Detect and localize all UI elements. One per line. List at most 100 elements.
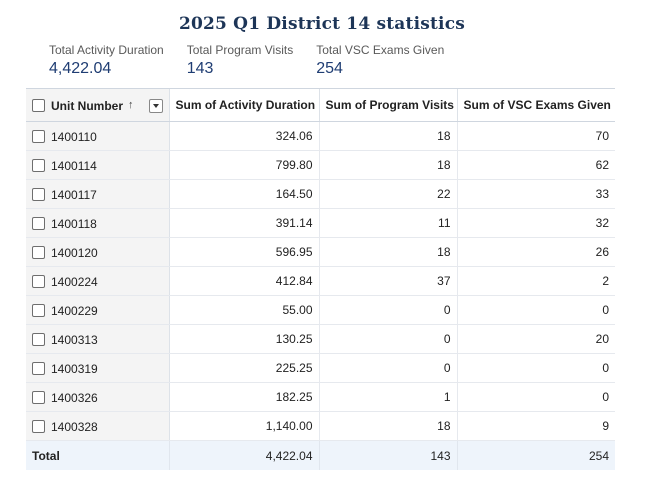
select-all-checkbox[interactable] <box>32 98 45 112</box>
row-checkbox[interactable] <box>32 303 45 317</box>
unit-number-text: 1400110 <box>51 129 97 144</box>
unit-number-text: 1400114 <box>51 158 97 173</box>
vsc-exams-cell: 0 <box>457 295 615 325</box>
total-vsc-exams: 254 <box>457 440 615 470</box>
unit-number-cell: 1400326 <box>26 382 170 412</box>
activity-duration-cell: 799.80 <box>169 150 320 180</box>
vsc-exams-cell: 0 <box>457 353 615 383</box>
program-visits-cell: 0 <box>319 295 458 325</box>
unit-number-text: 1400120 <box>51 245 98 260</box>
table-row[interactable]: 1400114 799.80 18 62 <box>26 150 615 180</box>
row-checkbox[interactable] <box>32 419 45 433</box>
vsc-exams-cell: 2 <box>457 266 615 296</box>
program-visits-cell: 0 <box>319 353 458 383</box>
vsc-exams-cell: 62 <box>457 150 615 180</box>
unit-number-text: 1400117 <box>51 187 97 202</box>
unit-number-cell: 1400117 <box>26 179 170 209</box>
program-visits-cell: 11 <box>319 208 458 238</box>
sort-ascending-icon[interactable]: ↑ <box>128 99 134 112</box>
total-row: Total 4,422.04 143 254 <box>26 440 615 470</box>
vsc-exams-cell: 33 <box>457 179 615 209</box>
activity-duration-cell: 391.14 <box>169 208 320 238</box>
table-row[interactable]: 1400326 182.25 1 0 <box>26 382 615 412</box>
header-row: Unit Number ↑ Sum of Activity Duration Su… <box>26 89 615 122</box>
filter-dropdown-icon[interactable] <box>148 98 163 113</box>
unit-number-text: 1400326 <box>51 390 98 405</box>
vsc-exams-cell: 70 <box>457 121 615 151</box>
unit-number-cell: 1400313 <box>26 324 170 354</box>
program-visits-cell: 18 <box>319 237 458 267</box>
column-header-activity-duration[interactable]: Sum of Activity Duration <box>169 89 320 122</box>
vsc-exams-cell: 26 <box>457 237 615 267</box>
data-table: Unit Number ↑ Sum of Activity Duration Su… <box>26 89 615 470</box>
unit-number-cell: 1400328 <box>26 411 170 441</box>
kpi-vsc-exams: Total VSC Exams Given 254 <box>316 43 444 79</box>
unit-number-text: 1400229 <box>51 303 98 318</box>
row-checkbox[interactable] <box>32 158 45 172</box>
program-visits-cell: 37 <box>319 266 458 296</box>
vsc-exams-cell: 32 <box>457 208 615 238</box>
kpi-value: 4,422.04 <box>49 60 112 77</box>
unit-number-text: 1400224 <box>51 274 98 289</box>
row-checkbox[interactable] <box>32 216 45 230</box>
kpi-label: Total Activity Duration <box>49 43 164 57</box>
table-row[interactable]: 1400120 596.95 18 26 <box>26 237 615 267</box>
row-checkbox[interactable] <box>32 274 45 288</box>
activity-duration-cell: 130.25 <box>169 324 320 354</box>
row-checkbox[interactable] <box>32 390 45 404</box>
pivot-table: Unit Number ↑ Sum of Activity Duration Su… <box>26 88 615 470</box>
activity-duration-cell: 412.84 <box>169 266 320 296</box>
program-visits-cell: 18 <box>319 150 458 180</box>
vsc-exams-cell: 9 <box>457 411 615 441</box>
kpi-program-visits: Total Program Visits 143 <box>187 43 293 79</box>
unit-number-text: 1400118 <box>51 216 97 231</box>
column-header-unit-number[interactable]: Unit Number ↑ <box>26 89 170 122</box>
total-program-visits: 143 <box>319 440 458 470</box>
unit-number-cell: 1400120 <box>26 237 170 267</box>
kpi-label: Total Program Visits <box>186 43 294 57</box>
table-row[interactable]: 1400319 225.25 0 0 <box>26 353 615 383</box>
row-checkbox[interactable] <box>32 129 45 143</box>
unit-number-cell: 1400224 <box>26 266 170 296</box>
unit-number-cell: 1400229 <box>26 295 170 325</box>
table-row[interactable]: 1400224 412.84 37 2 <box>26 266 615 296</box>
row-checkbox[interactable] <box>32 361 45 375</box>
total-label: Total <box>26 440 170 470</box>
table-row[interactable]: 1400117 164.50 22 33 <box>26 179 615 209</box>
row-checkbox[interactable] <box>32 332 45 346</box>
column-header-label: Unit Number <box>51 98 123 113</box>
program-visits-cell: 1 <box>319 382 458 412</box>
table-row[interactable]: 1400328 1,140.00 18 9 <box>26 411 615 441</box>
table-row[interactable]: 1400110 324.06 18 70 <box>26 121 615 151</box>
total-activity-duration: 4,422.04 <box>169 440 320 470</box>
unit-number-cell: 1400319 <box>26 353 170 383</box>
kpi-value: 143 <box>186 60 214 77</box>
column-header-program-visits[interactable]: Sum of Program Visits <box>319 89 458 122</box>
unit-number-cell: 1400110 <box>26 121 170 151</box>
program-visits-cell: 18 <box>319 121 458 151</box>
activity-duration-cell: 225.25 <box>169 353 320 383</box>
unit-number-text: 1400319 <box>51 361 98 376</box>
page-title: 2025 Q1 District 14 statistics <box>178 14 466 34</box>
program-visits-cell: 22 <box>319 179 458 209</box>
table-row[interactable]: 1400118 391.14 11 32 <box>26 208 615 238</box>
row-checkbox[interactable] <box>32 245 45 259</box>
table-row[interactable]: 1400313 130.25 0 20 <box>26 324 615 354</box>
row-checkbox[interactable] <box>32 187 45 201</box>
kpi-activity-duration: Total Activity Duration 4,422.04 <box>49 43 164 79</box>
vsc-exams-cell: 0 <box>457 382 615 412</box>
table-row[interactable]: 1400229 55.00 0 0 <box>26 295 615 325</box>
unit-number-cell: 1400118 <box>26 208 170 238</box>
vsc-exams-cell: 20 <box>457 324 615 354</box>
column-header-vsc-exams[interactable]: Sum of VSC Exams Given <box>457 89 615 122</box>
unit-number-cell: 1400114 <box>26 150 170 180</box>
activity-duration-cell: 164.50 <box>169 179 320 209</box>
activity-duration-cell: 55.00 <box>169 295 320 325</box>
program-visits-cell: 18 <box>319 411 458 441</box>
activity-duration-cell: 182.25 <box>169 382 320 412</box>
kpi-value: 254 <box>316 60 343 77</box>
activity-duration-cell: 1,140.00 <box>169 411 320 441</box>
activity-duration-cell: 324.06 <box>169 121 320 151</box>
unit-number-text: 1400313 <box>51 332 98 347</box>
program-visits-cell: 0 <box>319 324 458 354</box>
